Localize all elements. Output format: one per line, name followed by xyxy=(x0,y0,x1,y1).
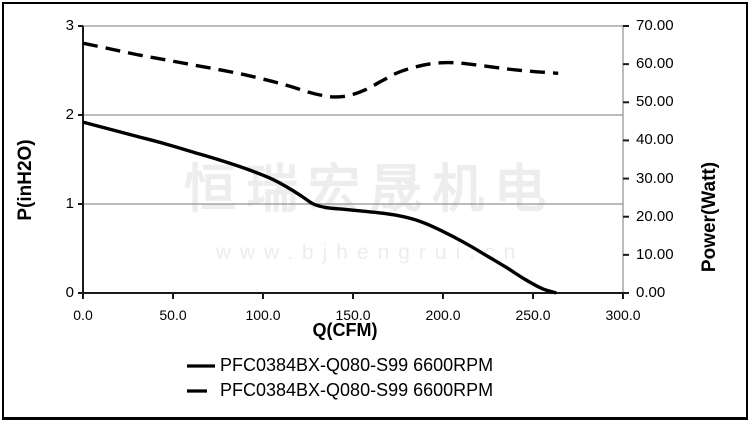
left-axis-tick-label: 0 xyxy=(65,284,74,301)
right-axis-title: Power(Watt) xyxy=(699,161,720,273)
x-axis-tick-label: 300.0 xyxy=(605,307,641,323)
plot-border xyxy=(82,25,624,294)
right-axis-tick-label: 60.00 xyxy=(636,55,674,73)
watermark-url-text: www.bjhengrui.cn xyxy=(215,241,525,264)
left-axis-tick-label: 2 xyxy=(65,106,74,123)
legend-item-power-curve: PFC0384BX-Q080-S99 6600RPM xyxy=(186,380,493,401)
solid-line-swatch-icon xyxy=(187,363,215,368)
legend-label: PFC0384BX-Q080-S99 6600RPM xyxy=(220,355,494,375)
right-axis-tick-label: 30.00 xyxy=(636,169,674,187)
x-axis-tick-label: 0.0 xyxy=(73,307,93,323)
x-axis-title: Q(CFM) xyxy=(312,320,378,340)
right-axis-tick-label: 10.00 xyxy=(636,245,674,263)
watermark-company-text: 恒瑞宏晟机电 xyxy=(183,161,557,219)
x-axis-tick-label: 100.0 xyxy=(245,307,281,323)
right-axis-tick-label: 40.00 xyxy=(636,131,674,149)
right-axis-tick-label: 0.00 xyxy=(636,284,666,301)
x-axis-tick-label: 200.0 xyxy=(425,307,461,323)
x-axis-tick-label: 250.0 xyxy=(515,307,551,323)
legend-label: PFC0384BX-Q080-S99 6600RPM xyxy=(220,380,494,400)
power-curve xyxy=(82,41,559,99)
left-axis-tick-label: 3 xyxy=(65,17,74,34)
legend: PFC0384BX-Q080-S99 6600RPM PFC0384BX-Q08… xyxy=(186,355,493,401)
legend-item-pressure-curve: PFC0384BX-Q080-S99 6600RPM xyxy=(186,355,493,376)
pressure-curve xyxy=(82,120,557,295)
right-axis-tick-label: 70.00 xyxy=(636,17,674,34)
dashed-line-swatch-icon xyxy=(187,388,207,393)
left-axis-title: P(inH2O) xyxy=(15,139,36,221)
x-axis-tick-label: 50.0 xyxy=(159,307,187,323)
left-axis-tick-label: 1 xyxy=(65,195,74,212)
x-axis-tick-label: 150.0 xyxy=(335,307,371,323)
right-axis-tick-label: 50.00 xyxy=(636,93,674,111)
right-axis-tick-label: 20.00 xyxy=(636,207,674,225)
